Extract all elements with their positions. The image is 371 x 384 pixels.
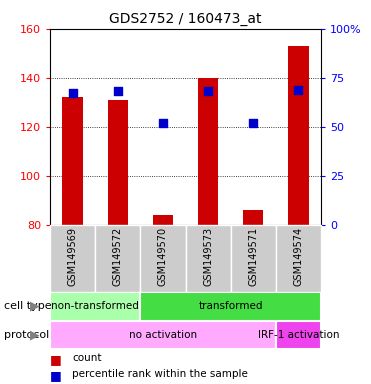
Point: [160, 120, 166, 126]
Bar: [153, 215, 173, 225]
Point: [205, 88, 211, 94]
Bar: [140, 292, 321, 321]
Bar: [243, 210, 263, 225]
Text: cell type: cell type: [4, 301, 51, 311]
Text: protocol: protocol: [4, 330, 49, 340]
Text: non-transformed: non-transformed: [51, 301, 139, 311]
Point: [70, 90, 76, 96]
Text: GSM149572: GSM149572: [113, 227, 123, 286]
Text: count: count: [72, 353, 102, 363]
Text: percentile rank within the sample: percentile rank within the sample: [72, 369, 248, 379]
Title: GDS2752 / 160473_at: GDS2752 / 160473_at: [109, 12, 262, 26]
Text: ■: ■: [50, 353, 62, 366]
Bar: [95, 225, 140, 292]
Point: [295, 86, 301, 93]
Bar: [288, 46, 309, 225]
Text: GSM149573: GSM149573: [203, 227, 213, 286]
Bar: [108, 100, 128, 225]
Point: [250, 120, 256, 126]
Text: no activation: no activation: [129, 330, 197, 340]
Bar: [198, 78, 218, 225]
Bar: [276, 321, 321, 349]
Text: GSM149570: GSM149570: [158, 227, 168, 286]
Text: ▶: ▶: [30, 329, 40, 341]
Bar: [50, 321, 276, 349]
Text: transformed: transformed: [198, 301, 263, 311]
Text: GSM149574: GSM149574: [293, 227, 303, 286]
Bar: [50, 225, 95, 292]
Text: ▶: ▶: [30, 300, 40, 313]
Text: IRF-1 activation: IRF-1 activation: [257, 330, 339, 340]
Bar: [62, 98, 83, 225]
Bar: [276, 225, 321, 292]
Bar: [50, 292, 140, 321]
Point: [115, 88, 121, 94]
Text: ■: ■: [50, 369, 62, 382]
Bar: [140, 225, 186, 292]
Text: GSM149571: GSM149571: [248, 227, 258, 286]
Bar: [186, 225, 231, 292]
Text: GSM149569: GSM149569: [68, 227, 78, 286]
Bar: [231, 225, 276, 292]
